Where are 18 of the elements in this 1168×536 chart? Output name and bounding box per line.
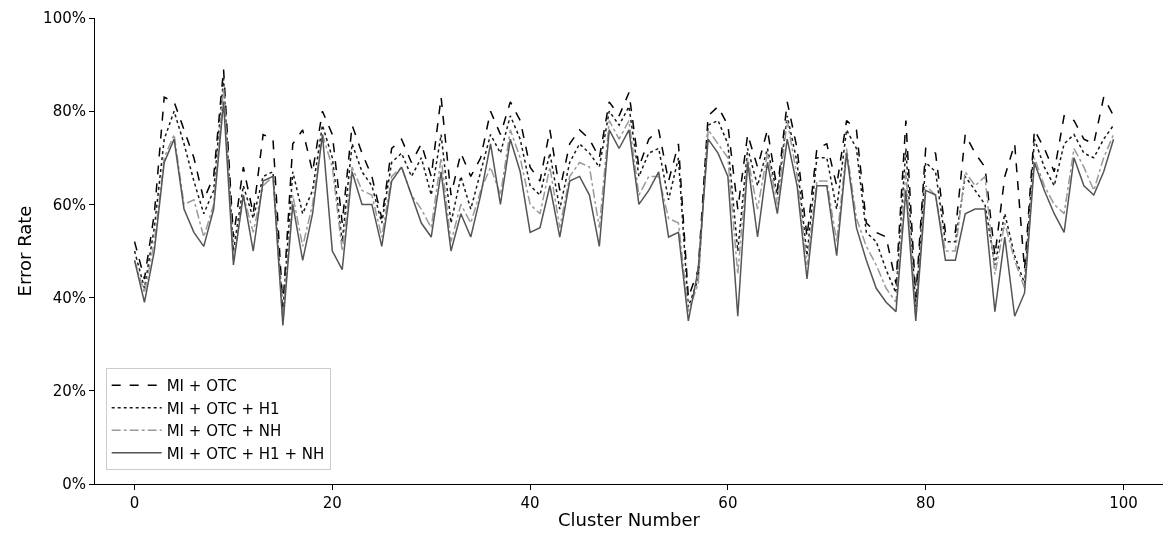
x-tick-label: 100 [1109, 494, 1138, 512]
x-tick-label: 60 [718, 494, 738, 512]
x-axis-title: Cluster Number [558, 509, 701, 531]
y-tick-label: 60% [52, 195, 86, 214]
x-tick-label: 0 [129, 494, 140, 512]
legend-label: MI + OTC + NH [166, 422, 282, 441]
y-tick-label: 20% [52, 382, 86, 401]
x-tick-label: 20 [322, 494, 342, 512]
y-axis-title: Error Rate [14, 205, 36, 297]
legend-label: MI + OTC + H1 + NH [166, 444, 325, 463]
y-tick-label: 0% [62, 475, 86, 494]
legend-label: MI + OTC + H1 [166, 399, 280, 418]
legend-label: MI + OTC [166, 377, 237, 396]
x-tick-label: 40 [520, 494, 540, 512]
y-tick-label: 80% [52, 102, 86, 121]
x-tick-label: 80 [916, 494, 936, 512]
y-tick-label: 100% [43, 9, 86, 28]
y-tick-label: 40% [52, 288, 86, 307]
